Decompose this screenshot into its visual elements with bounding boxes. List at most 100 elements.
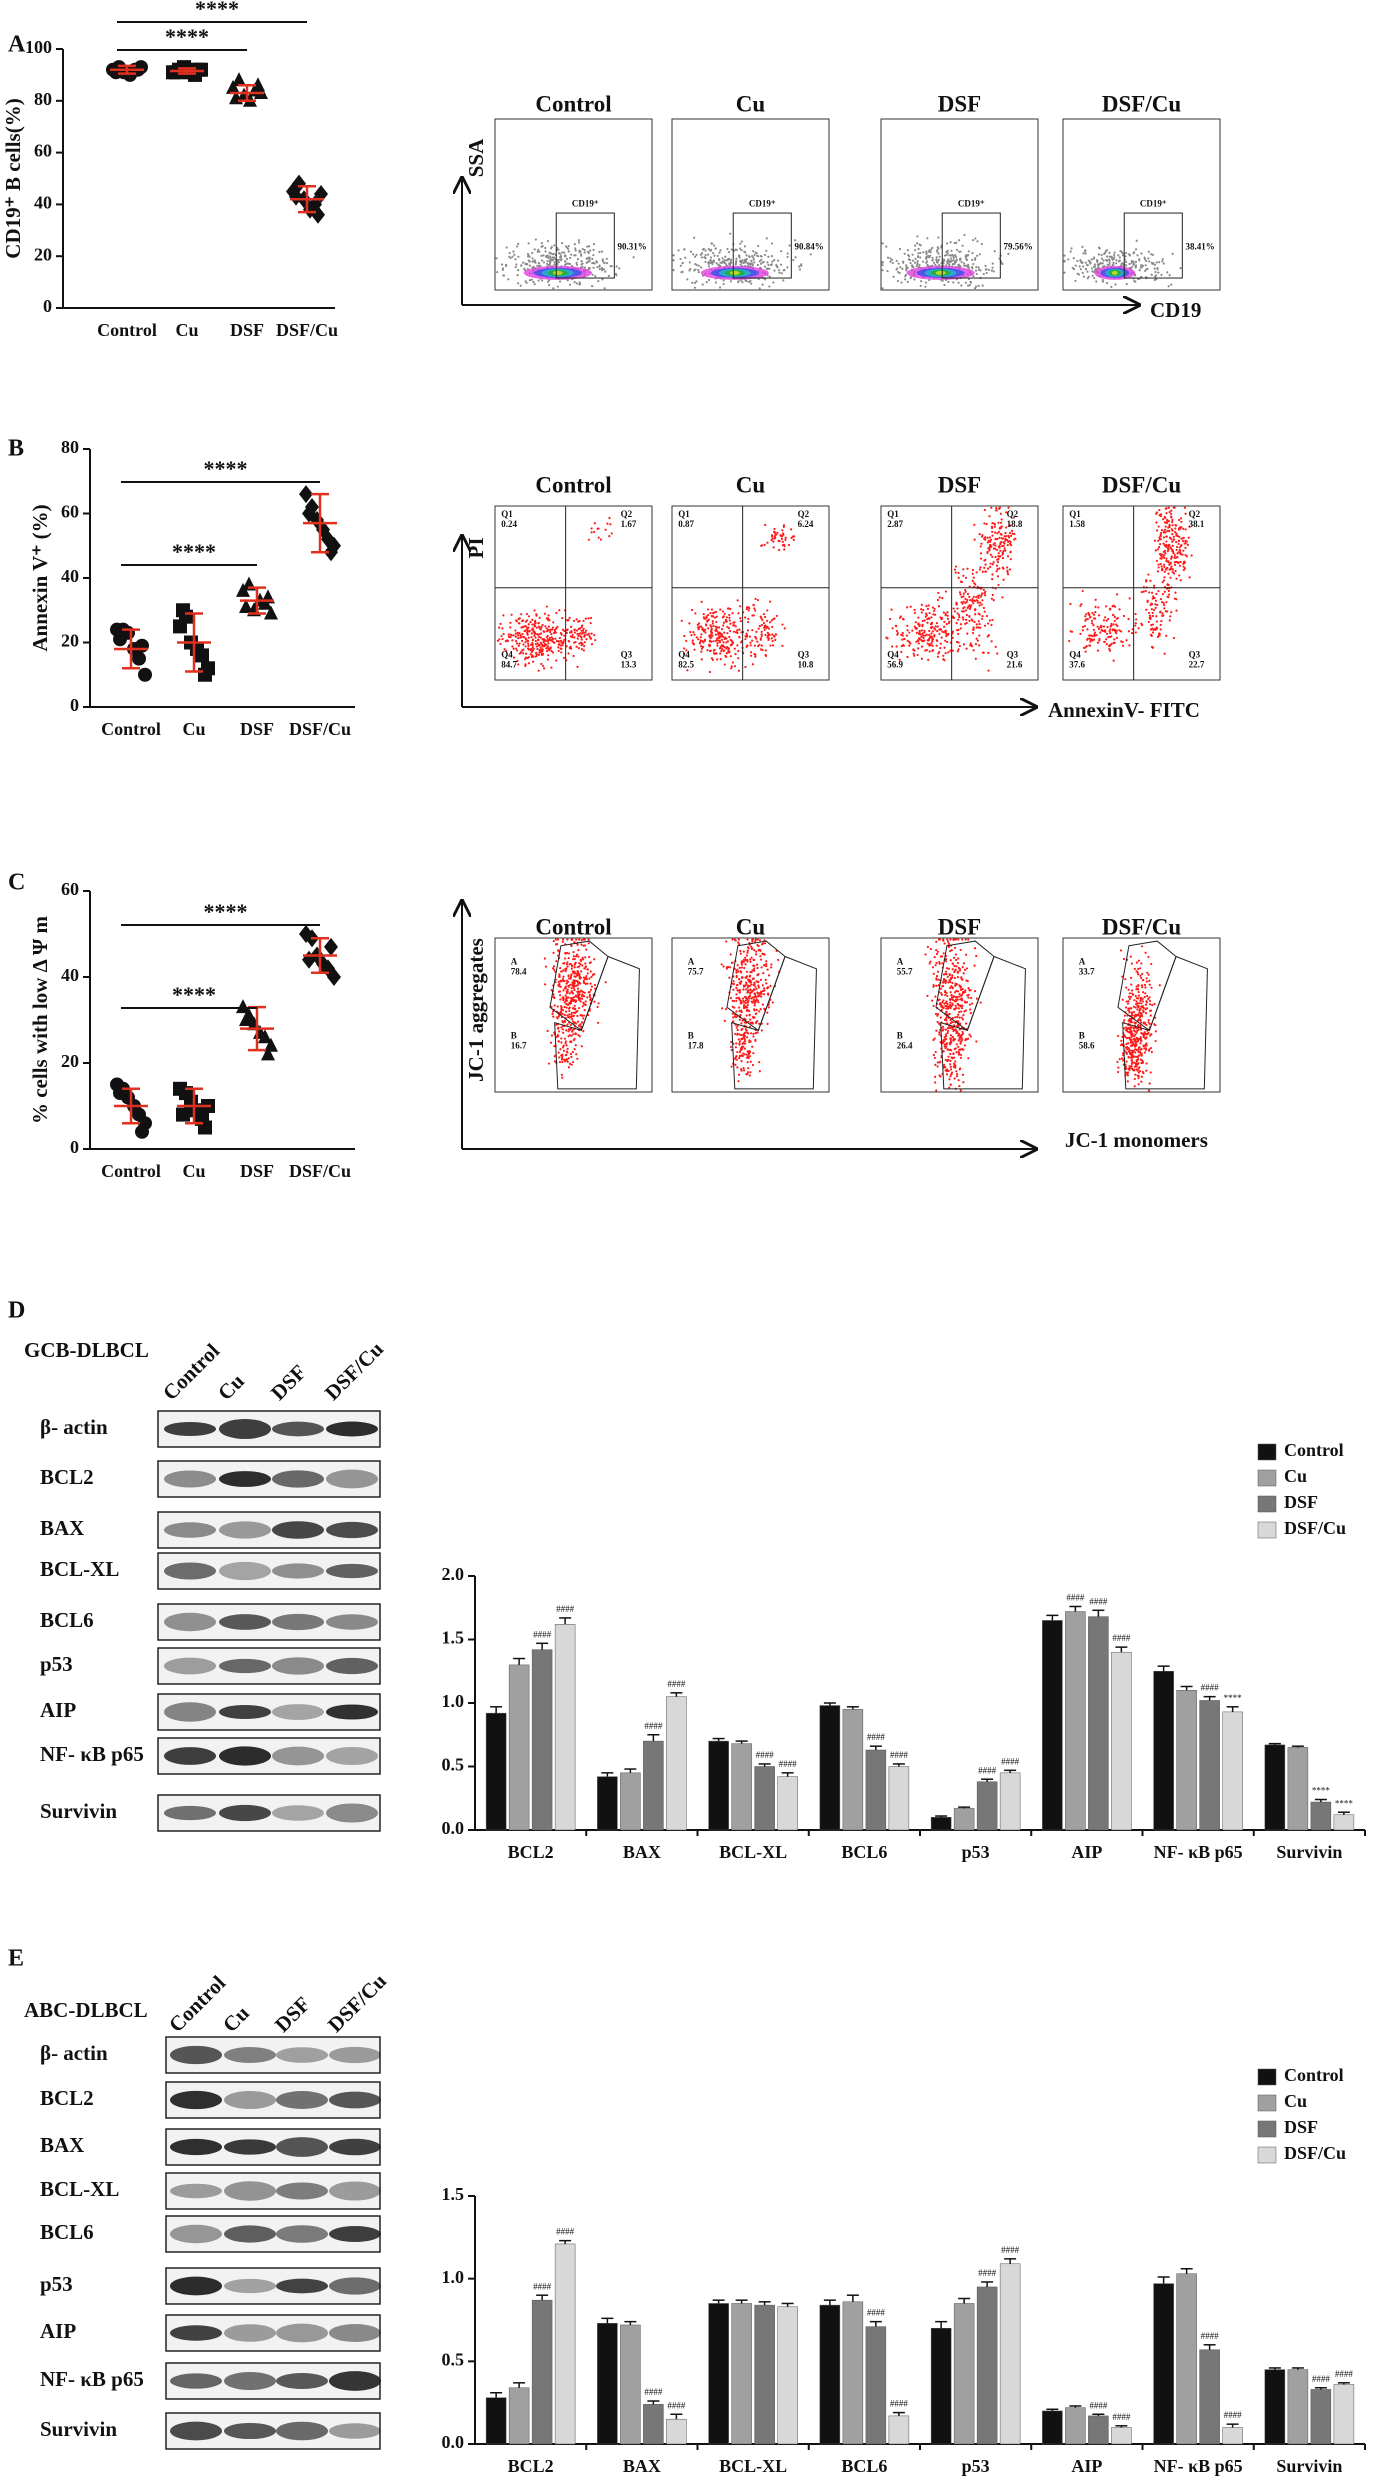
event-dot (574, 1005, 576, 1007)
event-dot (565, 1054, 567, 1056)
event-dot (929, 961, 931, 963)
event-dot (1003, 542, 1005, 544)
event-dot (512, 250, 514, 252)
event-dot (729, 619, 731, 621)
event-dot (1178, 551, 1180, 553)
event-dot (760, 966, 762, 968)
event-dot (518, 642, 520, 644)
event-dot (780, 534, 782, 536)
event-dot (550, 633, 552, 635)
gate-value: 78.4 (511, 967, 527, 977)
event-dot (1160, 535, 1162, 537)
event-dot (951, 994, 953, 996)
event-dot (909, 259, 911, 261)
event-dot (588, 942, 590, 944)
event-dot (544, 957, 546, 959)
event-dot (592, 274, 594, 276)
event-dot (584, 944, 586, 946)
event-dot (720, 658, 722, 660)
event-dot (730, 280, 732, 282)
event-dot (754, 1039, 756, 1041)
bar (843, 1709, 863, 1830)
event-dot (603, 262, 605, 264)
bar (1065, 2408, 1085, 2444)
event-dot (799, 268, 801, 270)
event-dot (984, 625, 986, 627)
event-dot (712, 261, 714, 263)
event-dot (1113, 638, 1115, 640)
event-dot (731, 641, 733, 643)
event-dot (532, 639, 534, 641)
flow-plot-title: Cu (736, 91, 766, 116)
event-dot (959, 258, 961, 260)
event-dot (562, 642, 564, 644)
x-tick-label: Survivin (1276, 2456, 1342, 2476)
event-dot (1006, 539, 1008, 541)
event-dot (957, 572, 959, 574)
event-dot (1174, 564, 1176, 566)
event-dot (717, 637, 719, 639)
event-dot (766, 261, 768, 263)
event-dot (1083, 276, 1085, 278)
event-dot (549, 256, 551, 258)
event-dot (977, 602, 979, 604)
event-dot (574, 966, 576, 968)
quadrant-value: 56.9 (887, 660, 903, 670)
event-dot (502, 614, 504, 616)
event-dot (964, 589, 966, 591)
event-dot (1131, 260, 1133, 262)
event-dot (740, 1060, 742, 1062)
event-dot (560, 640, 562, 642)
event-dot (579, 1035, 581, 1037)
event-dot (767, 264, 769, 266)
event-dot (509, 636, 511, 638)
quadrant-value: 2.87 (887, 519, 903, 529)
event-dot (746, 960, 748, 962)
event-dot (570, 254, 572, 256)
event-dot (765, 965, 767, 967)
event-dot (596, 266, 598, 268)
event-dot (739, 983, 741, 985)
event-dot (610, 265, 612, 267)
event-dot (1174, 554, 1176, 556)
event-dot (598, 1002, 600, 1004)
event-dot (747, 1061, 749, 1063)
event-dot (569, 284, 571, 286)
event-dot (766, 620, 768, 622)
event-dot (992, 594, 994, 596)
event-dot (753, 988, 755, 990)
event-dot (531, 643, 533, 645)
event-dot (585, 977, 587, 979)
event-dot (900, 651, 902, 653)
event-dot (713, 649, 715, 651)
event-dot (1112, 262, 1114, 264)
event-dot (759, 992, 761, 994)
event-dot (498, 638, 500, 640)
event-dot (974, 600, 976, 602)
event-dot (725, 940, 727, 942)
event-dot (906, 625, 908, 627)
event-dot (935, 941, 937, 943)
event-dot (1151, 635, 1153, 637)
event-dot (574, 964, 576, 966)
event-dot (1132, 252, 1134, 254)
event-dot (593, 531, 595, 533)
quadrant-name: Q1 (1069, 509, 1081, 519)
event-dot (559, 976, 561, 978)
event-dot (584, 632, 586, 634)
event-dot (1157, 636, 1159, 638)
event-dot (515, 640, 517, 642)
y-tick-label: 1.0 (442, 1691, 465, 1711)
event-dot (536, 648, 538, 650)
event-dot (581, 638, 583, 640)
event-dot (538, 654, 540, 656)
event-dot (577, 258, 579, 260)
event-dot (906, 606, 908, 608)
event-dot (1002, 567, 1004, 569)
event-dot (566, 961, 568, 963)
event-dot (534, 655, 536, 657)
event-dot (571, 1018, 573, 1020)
event-dot (938, 651, 940, 653)
event-dot (1115, 623, 1117, 625)
event-dot (567, 1004, 569, 1006)
